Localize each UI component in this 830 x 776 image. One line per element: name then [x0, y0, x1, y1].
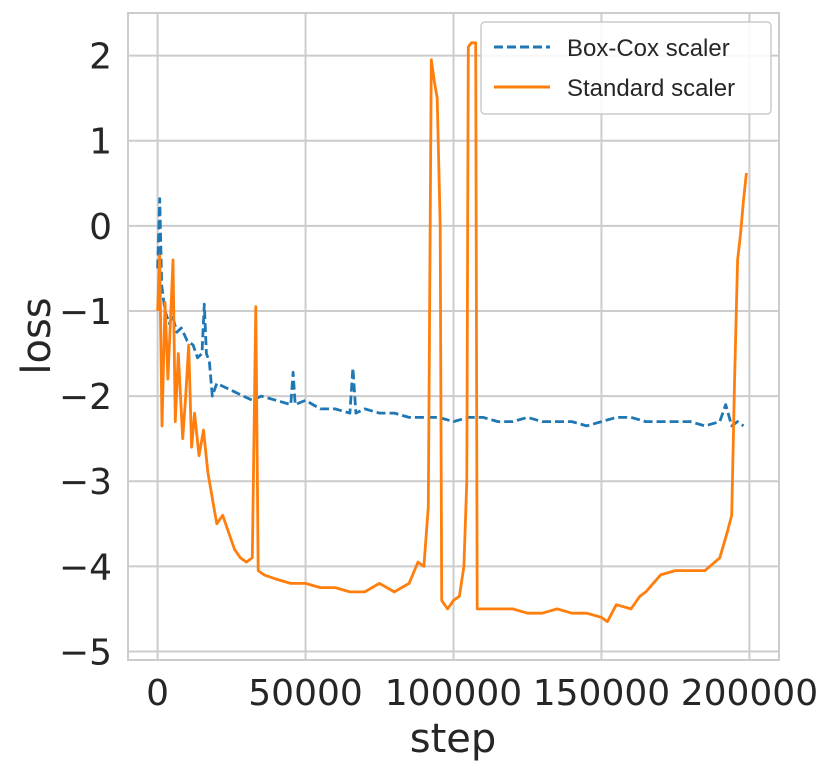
x-tick-label: 200000 — [681, 673, 818, 714]
y-tick-label: −5 — [59, 632, 112, 673]
plot-frame — [127, 12, 780, 661]
legend: Box-Cox scaler Standard scaler — [480, 21, 772, 115]
y-tick-label: −2 — [59, 377, 112, 418]
x-tick-label: 0 — [146, 673, 169, 714]
grid-lines — [128, 13, 779, 660]
legend-label-box-cox: Box-Cox scaler — [567, 35, 730, 62]
y-tick-label: −1 — [59, 292, 112, 333]
y-axis-label: loss — [14, 297, 60, 374]
series-line-box-cox — [156, 197, 745, 428]
x-axis-label: step — [410, 716, 497, 762]
y-tick-labels: −5 −4 −3 −2 −1 0 1 2 — [59, 37, 112, 674]
series-layer — [156, 41, 748, 624]
y-tick-label: 1 — [89, 122, 112, 163]
legend-box — [480, 21, 772, 115]
y-tick-label: 0 — [89, 207, 112, 248]
x-tick-label: 100000 — [385, 673, 522, 714]
x-tick-label: 150000 — [533, 673, 670, 714]
y-tick-label: −3 — [59, 462, 112, 503]
y-tick-label: 2 — [89, 37, 112, 78]
x-tick-labels: 0 50000 100000 150000 200000 — [146, 673, 818, 714]
series-line-standard — [156, 41, 748, 624]
y-tick-label: −4 — [59, 547, 112, 588]
x-tick-label: 50000 — [248, 673, 363, 714]
legend-label-standard: Standard scaler — [567, 75, 735, 102]
